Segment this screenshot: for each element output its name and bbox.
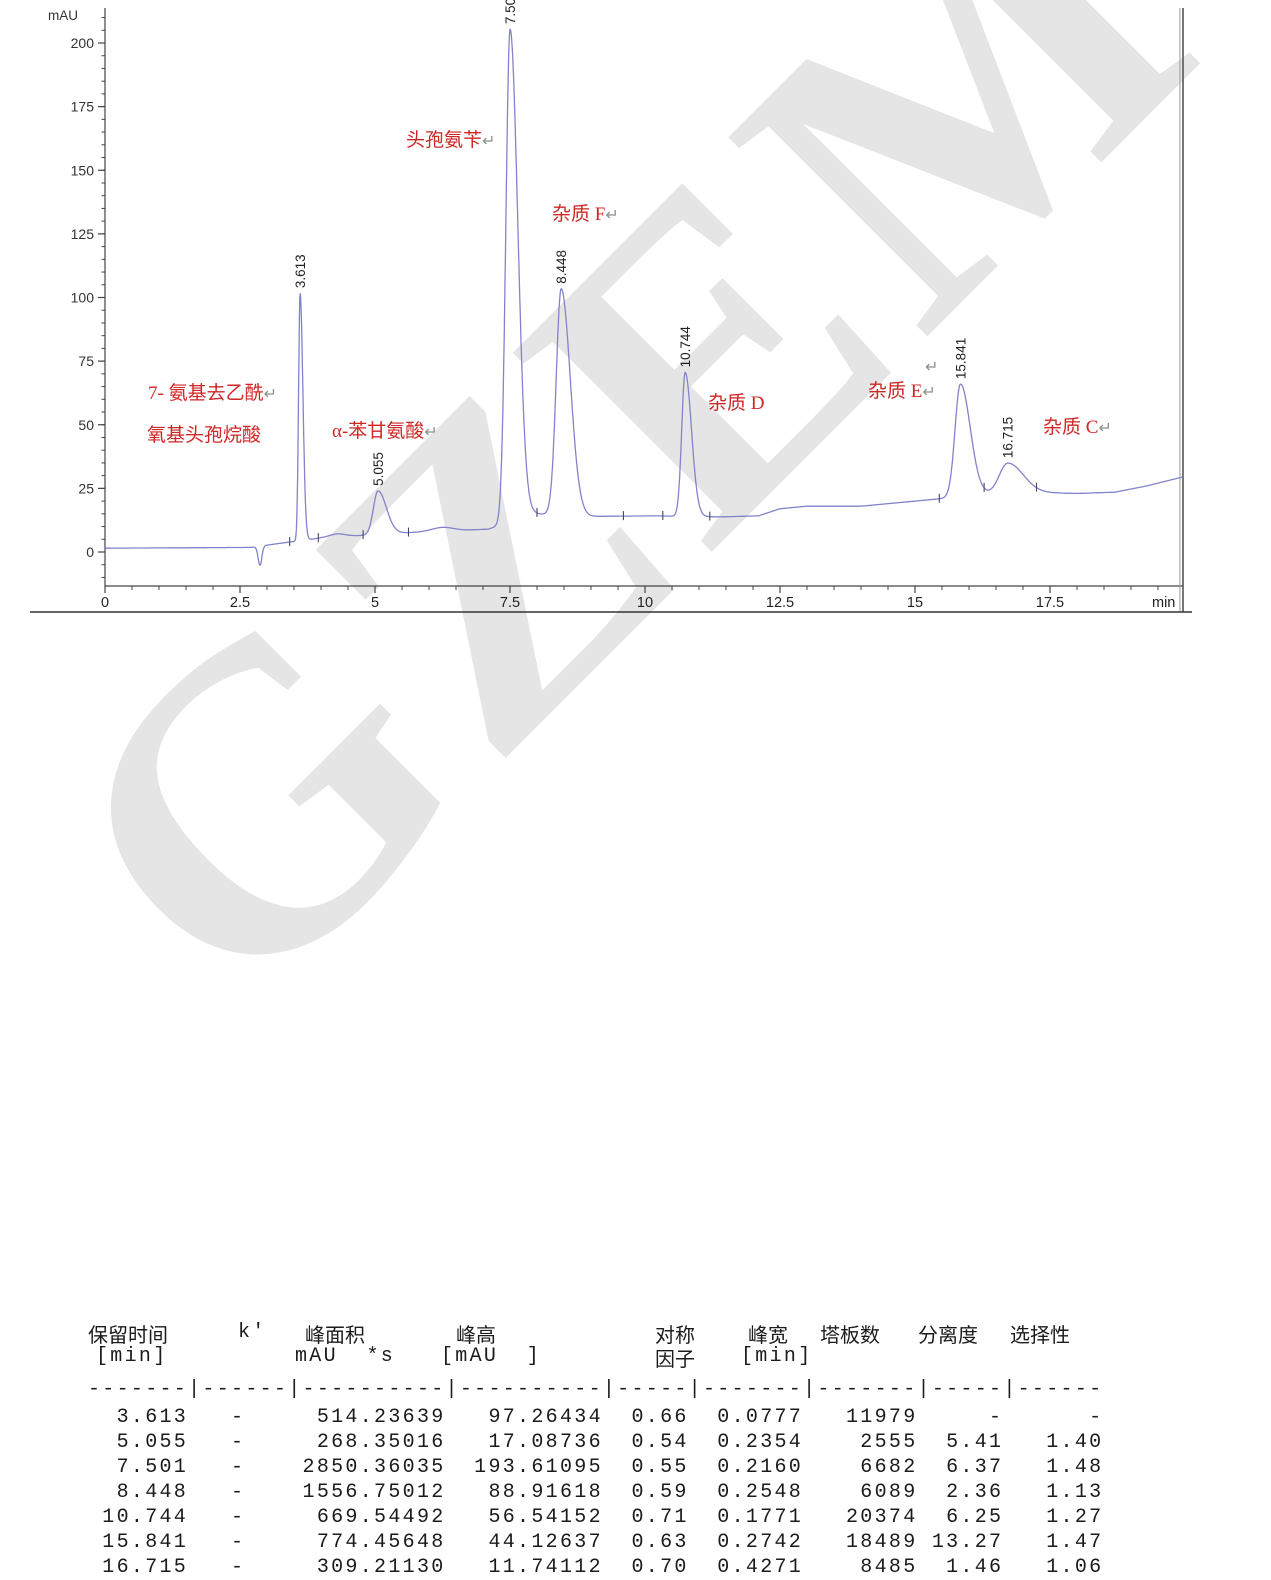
y-tick-label: 125: [71, 226, 95, 242]
y-tick-label: 75: [78, 353, 94, 369]
y-tick-label: 0: [86, 544, 94, 560]
y-tick-label: 200: [71, 35, 95, 51]
col-header-plates: 塔板数: [820, 1325, 880, 1347]
col-header-retention-time: 保留时间: [88, 1325, 168, 1347]
peak-retention-label: 16.715: [1001, 417, 1016, 458]
y-tick-label: 25: [78, 480, 94, 496]
peak-retention-label: 3.613: [293, 254, 308, 288]
peak-retention-label: 10.744: [678, 326, 693, 368]
col-header-peak-area: 峰面积: [305, 1325, 365, 1347]
signal-trace: [104, 28, 1184, 566]
x-axis-unit-label: min: [1152, 595, 1175, 611]
compound-annotation: 头孢氨苄↵: [406, 129, 495, 151]
x-tick-label: 2.5: [230, 595, 250, 611]
peak-retention-label: 5.055: [371, 452, 386, 486]
compound-annotation: 杂质 C↵: [1043, 416, 1112, 438]
compound-annotation: 杂质 E↵: [868, 380, 936, 402]
unit-peak-area: mAU *s: [295, 1345, 396, 1368]
y-tick-label: 50: [78, 417, 94, 433]
unit-peak-height: [mAU ]: [441, 1345, 542, 1368]
x-tick-label: 15: [907, 595, 923, 611]
unit-peak-width: [min]: [741, 1345, 813, 1368]
col-header-selectivity: 选择性: [1010, 1325, 1070, 1347]
x-tick-label: 5: [371, 595, 379, 611]
return-arrow-icon: ↵: [925, 359, 938, 376]
x-tick-label: 7.5: [500, 595, 520, 611]
unit-retention-time: [min]: [96, 1345, 168, 1368]
x-tick-label: 0: [101, 595, 109, 611]
chromatogram-plot: 0 25 50 75 100 125 150 175 200 0 2.5 5 7.5 10 12.5 15 17…: [0, 0, 1271, 625]
table-rows: 3.613 - 514.23639 97.26434 0.66 0.0777 1…: [102, 1406, 1104, 1579]
col-header-peak-width: 峰宽: [748, 1325, 788, 1347]
y-axis-unit-label: mAU: [48, 8, 78, 23]
y-tick-label: 150: [71, 162, 95, 178]
compound-annotation: 7- 氨基去乙酰↵: [148, 382, 277, 404]
col-header-resolution: 分离度: [918, 1325, 978, 1347]
peak-retention-label: 15.841: [953, 338, 968, 379]
table-separator: -------|------|----------|----------|---…: [88, 1378, 1104, 1401]
x-tick-label: 17.5: [1036, 595, 1064, 611]
x-tick-label: 10: [637, 595, 653, 611]
compound-annotation: α-苯甘氨酸↵: [332, 420, 438, 442]
peak-retention-label: 7.501: [503, 0, 518, 24]
peak-retention-label: 8.448: [554, 250, 569, 284]
col-header-kprime: k': [238, 1321, 267, 1344]
unit-symmetry: 因子: [655, 1349, 695, 1371]
peak-results-table: 保留时间 k' 峰面积 峰高 对称 峰宽 塔板数 分离度 选择性 [min] m…: [0, 655, 1271, 1579]
chromatogram-svg: 0 25 50 75 100 125 150 175 200 0 2.5 5 7.5 10 12.5 15 17…: [30, 0, 1192, 613]
x-tick-label: 12.5: [766, 595, 794, 611]
compound-annotation: 杂质 F↵: [552, 203, 619, 225]
compound-annotation: 氧基头孢烷酸: [147, 424, 261, 446]
y-tick-label: 100: [71, 290, 95, 306]
col-header-peak-height: 峰高: [456, 1325, 496, 1347]
y-tick-label: 175: [71, 99, 95, 115]
compound-annotation: 杂质 D: [708, 392, 764, 414]
